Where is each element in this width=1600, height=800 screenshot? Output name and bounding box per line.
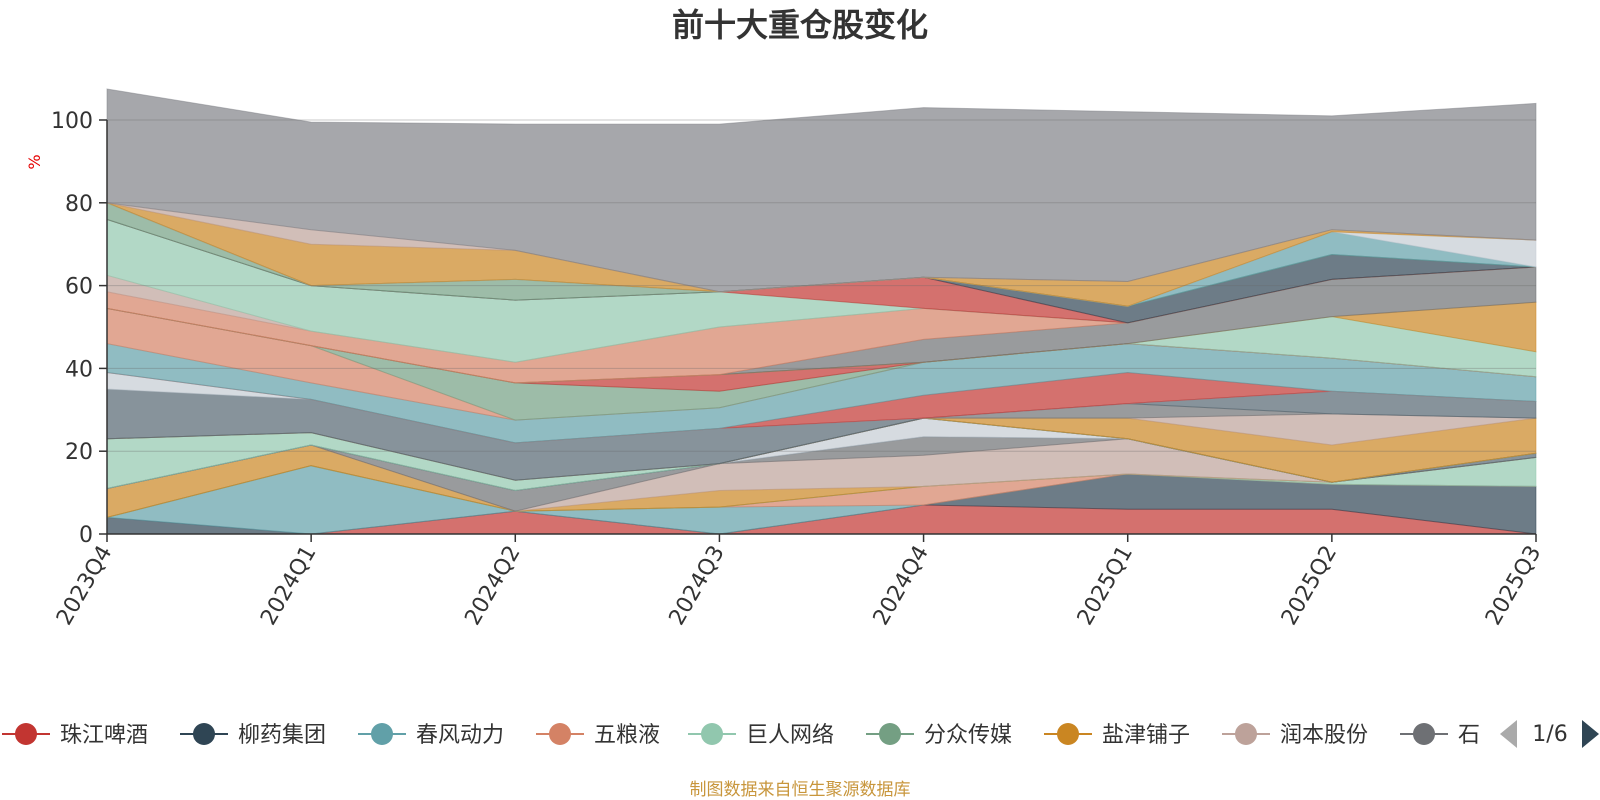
legend-item[interactable]: 柳药集团 [180, 723, 326, 748]
legend: 珠江啤酒 柳药集团 春风动力 五粮液 巨人网络 分众传媒 盐津铺子 润本股份 石头科技 [2, 723, 1546, 748]
legend-label: 分众传媒 [924, 723, 1012, 748]
legend-label: 石头科技 [1458, 723, 1546, 748]
legend-item[interactable]: 分众传媒 [866, 723, 1012, 748]
legend-pager: 1/6 [1500, 720, 1599, 748]
legend-item[interactable]: 珠江啤酒 [2, 723, 148, 748]
legend-circle-icon [371, 723, 393, 745]
chart-title: 前十大重仓股变化 [672, 6, 928, 44]
y-tick-label: 40 [65, 357, 93, 382]
legend-circle-icon [701, 723, 723, 745]
legend-item[interactable]: 盐津铺子 [1044, 723, 1190, 748]
x-tick-label: 2024Q1 [256, 542, 321, 630]
y-tick-label: 60 [65, 275, 93, 300]
legend-label: 春风动力 [416, 723, 504, 748]
y-axis-unit: % [25, 154, 44, 169]
x-tick-label: 2025Q1 [1073, 542, 1138, 630]
legend-circle-icon [549, 723, 571, 745]
legend-circle-icon [1057, 723, 1079, 745]
x-tick-label: 2024Q3 [665, 542, 730, 630]
legend-item[interactable]: 润本股份 [1222, 723, 1368, 748]
legend-label: 珠江啤酒 [60, 723, 148, 748]
legend-item[interactable]: 春风动力 [358, 723, 504, 748]
legend-label: 柳药集团 [238, 723, 326, 748]
x-tick-label: 2024Q2 [460, 542, 525, 630]
x-tick-label: 2023Q4 [52, 542, 117, 630]
y-tick-label: 80 [65, 192, 93, 217]
x-tick-label: 2024Q4 [869, 542, 934, 630]
legend-label: 巨人网络 [746, 723, 834, 748]
legend-circle-icon [193, 723, 215, 745]
y-tick-label: 0 [79, 523, 93, 548]
y-tick-label: 20 [65, 440, 93, 465]
legend-item[interactable]: 石头科技 [1400, 723, 1546, 748]
area-series-39 [106, 88, 1537, 293]
triangle-right-icon[interactable] [1582, 720, 1599, 748]
legend-label: 润本股份 [1280, 723, 1368, 748]
x-tick-label: 2025Q2 [1277, 542, 1342, 630]
legend-circle-icon [1235, 723, 1257, 745]
legend-label: 盐津铺子 [1102, 723, 1190, 748]
data-source-note: 制图数据来自恒生聚源数据库 [690, 780, 911, 800]
legend-item[interactable]: 五粮液 [536, 723, 660, 748]
legend-page-indicator: 1/6 [1532, 722, 1567, 747]
triangle-left-icon[interactable] [1500, 720, 1517, 748]
legend-circle-icon [1413, 723, 1435, 745]
y-tick-label: 100 [51, 109, 93, 134]
legend-item[interactable]: 巨人网络 [688, 723, 834, 748]
plot-area [106, 88, 1537, 535]
legend-circle-icon [15, 723, 37, 745]
x-tick-label: 2025Q3 [1481, 542, 1546, 630]
legend-label: 五粮液 [594, 723, 660, 748]
legend-circle-icon [879, 723, 901, 745]
